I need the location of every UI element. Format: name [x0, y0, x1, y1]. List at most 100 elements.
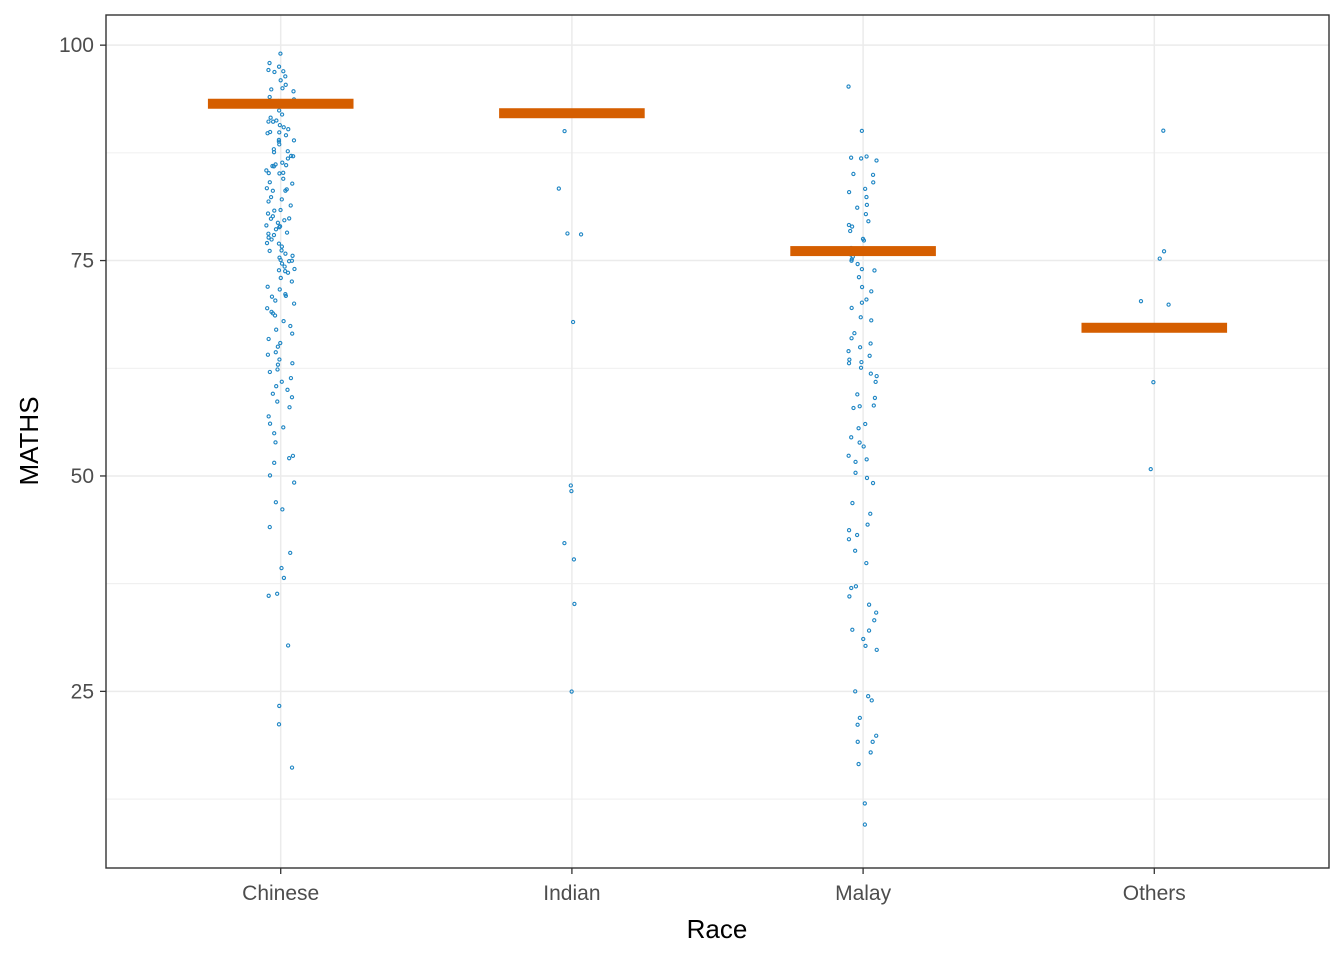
data-point-indian — [562, 540, 567, 546]
data-point-chinese — [283, 133, 289, 138]
data-point-chinese — [288, 203, 293, 208]
data-point-malay — [849, 305, 854, 311]
data-point-chinese — [285, 156, 291, 161]
median-bar-indian — [499, 108, 645, 119]
data-point-malay — [849, 585, 854, 591]
data-point-chinese — [289, 279, 295, 284]
data-point-chinese — [264, 240, 270, 246]
data-point-chinese — [267, 180, 272, 185]
data-point-malay — [849, 336, 854, 341]
data-point-chinese — [273, 500, 279, 505]
data-point-chinese — [281, 176, 286, 181]
data-point-malay — [873, 379, 878, 385]
data-point-malay — [870, 739, 875, 744]
data-point-chinese — [287, 456, 292, 461]
data-point-chinese — [266, 199, 271, 204]
data-point-chinese — [284, 230, 290, 235]
data-point-chinese — [281, 69, 286, 74]
data-point-chinese — [265, 284, 270, 289]
data-point-malay — [846, 528, 852, 533]
data-point-chinese — [277, 122, 283, 128]
data-point-malay — [856, 426, 861, 431]
data-point-malay — [859, 128, 865, 134]
plot-frame — [105, 14, 1330, 869]
data-point-chinese — [265, 211, 271, 216]
data-point-malay — [869, 318, 874, 323]
data-point-malay — [853, 459, 858, 465]
data-point-chinese — [264, 186, 270, 191]
data-point-malay — [861, 238, 867, 243]
median-bar-malay — [790, 246, 936, 257]
data-point-malay — [855, 261, 860, 267]
median-bar-others — [1081, 322, 1228, 333]
data-point-malay — [874, 733, 879, 738]
data-point-chinese — [265, 131, 270, 136]
data-point-chinese — [279, 565, 284, 571]
data-point-chinese — [267, 60, 272, 66]
data-point-chinese — [273, 227, 279, 232]
data-point-chinese — [279, 379, 284, 384]
data-point-chinese — [287, 216, 292, 221]
data-point-chinese — [270, 188, 275, 193]
data-point-chinese — [269, 237, 274, 242]
data-point-chinese — [267, 248, 272, 254]
data-point-chinese — [266, 170, 271, 176]
y-tick-label: 25 — [71, 680, 94, 703]
data-point-chinese — [290, 154, 296, 159]
data-point-chinese — [290, 253, 295, 258]
data-point-chinese — [290, 331, 295, 336]
data-point-malay — [866, 602, 872, 607]
data-point-chinese — [277, 171, 282, 176]
data-point-chinese — [272, 69, 277, 75]
data-point-chinese — [275, 362, 281, 367]
data-point-chinese — [285, 387, 290, 392]
data-point-chinese — [285, 270, 291, 275]
data-point-chinese — [286, 259, 292, 264]
data-point-indian — [571, 557, 577, 562]
data-point-malay — [868, 341, 873, 346]
data-point-chinese — [276, 241, 282, 246]
data-point-malay — [864, 457, 869, 462]
data-point-chinese — [280, 86, 285, 91]
grid-lines — [106, 15, 1329, 868]
data-point-malay — [869, 289, 874, 294]
data-point-malay — [866, 694, 871, 699]
data-point-chinese — [285, 149, 290, 154]
data-point-malay — [858, 315, 863, 320]
data-point-chinese — [279, 197, 284, 202]
data-point-malay — [861, 444, 866, 449]
data-point-malay — [862, 801, 867, 806]
data-point-malay — [862, 822, 868, 827]
data-point-chinese — [279, 248, 284, 253]
data-point-chinese — [282, 264, 287, 269]
data-point-chinese — [283, 251, 288, 256]
data-point-malay — [874, 647, 879, 653]
data-point-malay — [846, 189, 852, 195]
data-point-indian — [578, 232, 584, 237]
data-point-chinese — [267, 94, 272, 100]
data-point-chinese — [288, 550, 293, 556]
data-point-chinese — [276, 268, 282, 273]
data-point-malay — [853, 689, 858, 694]
data-point-chinese — [278, 78, 283, 83]
data-point-others — [1161, 249, 1167, 254]
axes: 25 50 75 100 Chinese Indian Malay Others — [59, 34, 1186, 905]
data-point-malay — [853, 584, 859, 589]
x-tick-label: Indian — [543, 882, 600, 905]
data-point-indian — [556, 186, 561, 191]
data-point-chinese — [275, 367, 280, 372]
data-point-chinese — [276, 722, 282, 727]
data-point-chinese — [275, 399, 280, 404]
data-point-malay — [859, 359, 864, 365]
x-axis-title: Race — [687, 914, 748, 944]
data-point-chinese — [281, 575, 287, 581]
data-point-chinese — [282, 218, 287, 223]
data-point-malay — [870, 480, 876, 486]
data-point-malay — [848, 155, 854, 160]
data-point-chinese — [276, 137, 282, 143]
data-point-malay — [870, 172, 876, 177]
data-point-chinese — [269, 87, 274, 92]
data-point-malay — [859, 284, 865, 290]
data-point-malay — [864, 475, 870, 481]
data-point-others — [1157, 256, 1162, 261]
